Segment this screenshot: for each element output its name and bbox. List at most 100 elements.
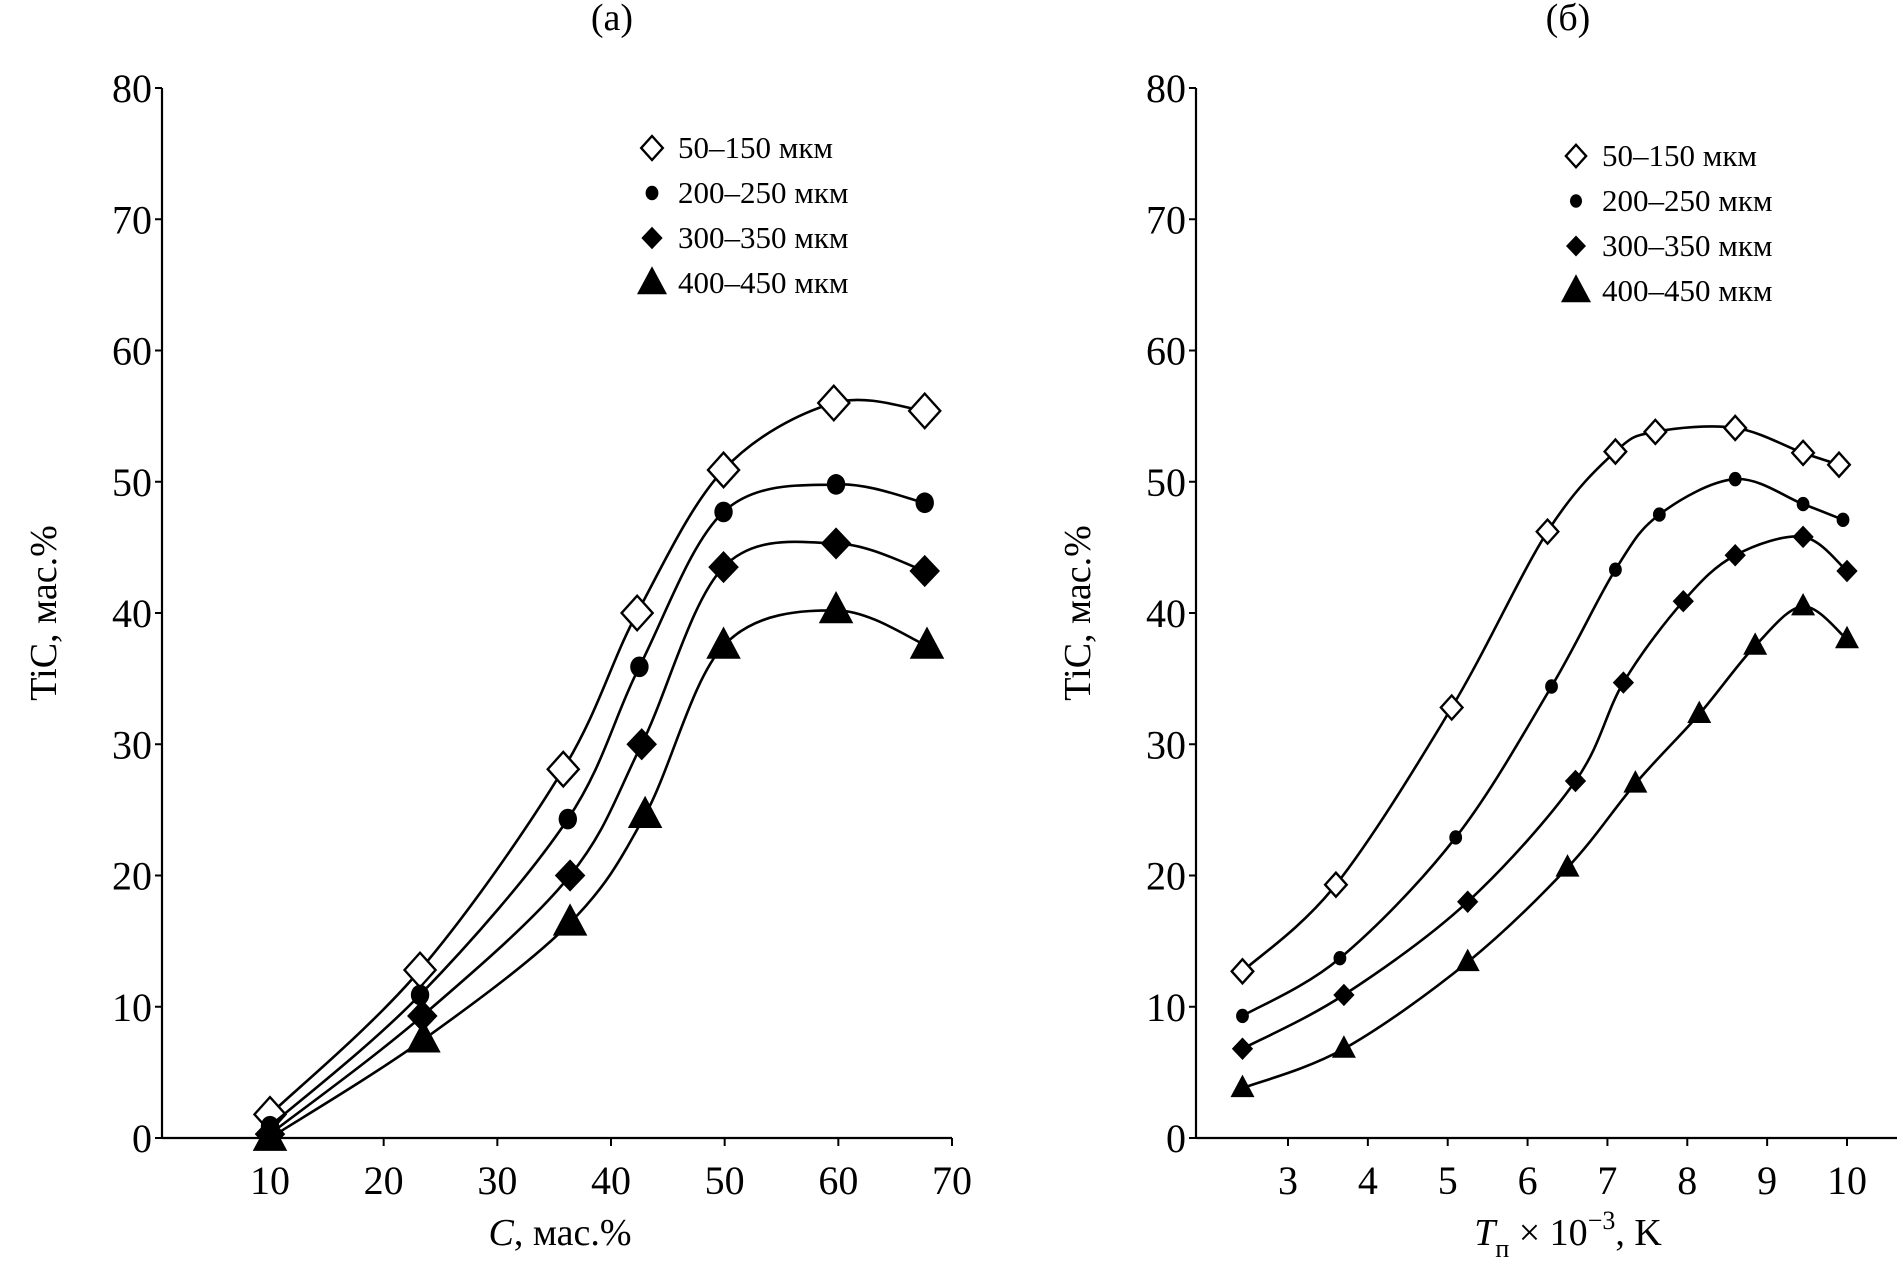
data-point: [1652, 507, 1666, 522]
x-title-italic: T: [1474, 1212, 1498, 1254]
legend-marker-filled-circle: [1570, 194, 1582, 208]
series-filled-diamond: [254, 527, 941, 1151]
legend-marker-open-diamond: [639, 134, 665, 162]
y-tick-label: 50: [112, 460, 152, 505]
panel-a-plot: 0 10 20 30 40 50 60 70 80 10 20 30 40 50 60 70 50–150 мк…: [112, 66, 972, 1203]
y-tick-label: 30: [112, 722, 152, 767]
data-point: [706, 450, 741, 489]
data-point: [1790, 439, 1816, 467]
series-open-diamond: [252, 383, 942, 1134]
x-tick-label: 60: [818, 1158, 858, 1203]
data-point: [1836, 512, 1850, 528]
panel-b-plot: 0 10 20 30 40 50 60 70 80 3 4 5 6 7 8 9 10 50–150 мкм 200–…: [1146, 66, 1897, 1203]
data-point: [627, 795, 663, 829]
x-tick-label: 8: [1677, 1158, 1697, 1203]
y-tick-label: 0: [1166, 1116, 1186, 1161]
legend-marker-filled-diamond: [1566, 235, 1586, 257]
data-point: [1439, 693, 1465, 722]
y-tick-label: 40: [1146, 591, 1186, 636]
panel-a-title: (a): [591, 0, 633, 39]
x-tick-label: 20: [364, 1158, 404, 1203]
legend-label: 300–350 мкм: [678, 220, 849, 255]
data-point: [1564, 769, 1587, 793]
data-point: [1724, 544, 1746, 567]
data-point: [706, 626, 741, 659]
panel-b-title: (б): [1546, 0, 1591, 39]
y-tick-label: 80: [1146, 66, 1186, 111]
data-point: [1743, 632, 1768, 655]
x-title-rest: , мас.%: [514, 1212, 632, 1254]
y-tick-label: 0: [132, 1116, 152, 1161]
series-line: [1241, 535, 1848, 1050]
x-tick-label: 10: [250, 1158, 290, 1203]
series-line: [1241, 477, 1844, 1018]
data-point: [1796, 496, 1810, 512]
y-tick-label: 20: [1146, 854, 1186, 899]
data-point: [1455, 948, 1480, 972]
series-filled-triangle: [252, 591, 945, 1151]
y-tick-label: 40: [112, 591, 152, 636]
series-line: [269, 398, 925, 1116]
legend-label: 400–450 мкм: [1602, 273, 1773, 308]
legend-marker-open-diamond: [1564, 142, 1588, 170]
data-point: [1331, 1035, 1356, 1058]
panel-b-x-axis-title: Tп × 10−3, K: [1474, 1206, 1662, 1263]
data-point: [620, 593, 655, 633]
legend-label: 50–150 мкм: [678, 130, 833, 165]
y-tick-label: 30: [1146, 722, 1186, 767]
legend-marker-filled-diamond: [641, 226, 663, 250]
data-point: [1612, 671, 1635, 694]
data-point: [1826, 450, 1852, 479]
legend-label: 300–350 мкм: [1602, 228, 1773, 263]
data-point: [1230, 1074, 1255, 1098]
series-line: [269, 483, 925, 1128]
series-filled-circle: [260, 474, 934, 1137]
data-point: [252, 1118, 288, 1151]
y-tick-label: 10: [1146, 985, 1186, 1030]
x-title-rest: × 10: [1509, 1212, 1587, 1254]
series-line: [1242, 605, 1848, 1090]
data-point: [818, 591, 854, 624]
x-tick-label: 7: [1597, 1158, 1617, 1203]
legend: 50–150 мкм 200–250 мкм 300–350 мкм 400–450 …: [637, 130, 849, 300]
x-tick-label: 3: [1278, 1158, 1298, 1203]
data-point: [1687, 700, 1712, 724]
series-filled-diamond: [1231, 525, 1858, 1060]
data-point: [410, 984, 430, 1006]
data-point: [1791, 592, 1816, 616]
x-tick-label: 50: [705, 1158, 745, 1203]
legend-marker-filled-triangle: [1561, 274, 1591, 303]
data-point: [820, 527, 852, 560]
legend-label: 50–150 мкм: [1602, 138, 1757, 173]
series-filled-triangle: [1230, 592, 1859, 1098]
y-tick-label: 70: [112, 197, 152, 242]
x-tick-label: 5: [1438, 1158, 1458, 1203]
series-filled-circle: [1236, 471, 1850, 1024]
data-point: [1230, 957, 1255, 986]
x-tick-label: 9: [1757, 1158, 1777, 1203]
series-line: [269, 540, 926, 1136]
data-point: [1555, 854, 1580, 877]
data-point: [1722, 414, 1748, 442]
data-point: [1609, 562, 1622, 577]
data-point: [552, 903, 588, 936]
data-point: [407, 999, 438, 1033]
data-point: [915, 492, 934, 514]
x-tick-label: 10: [1827, 1158, 1867, 1203]
data-point: [1535, 517, 1560, 546]
data-point: [626, 728, 657, 761]
series-open-diamond: [1230, 414, 1852, 986]
x-title-italic: C: [488, 1212, 514, 1254]
data-point: [1642, 418, 1668, 446]
panel-b-y-axis-title: TiC, мас.%: [1057, 525, 1099, 700]
legend-label: 400–450 мкм: [678, 265, 849, 300]
data-point: [816, 383, 851, 423]
x-tick-label: 40: [591, 1158, 631, 1203]
data-point: [1449, 830, 1463, 845]
panel-a-y-axis-title: TiC, мас.%: [23, 525, 65, 700]
data-point: [714, 501, 733, 523]
x-tick-label: 6: [1518, 1158, 1538, 1203]
data-point: [1836, 559, 1858, 583]
y-tick-label: 60: [112, 329, 152, 374]
